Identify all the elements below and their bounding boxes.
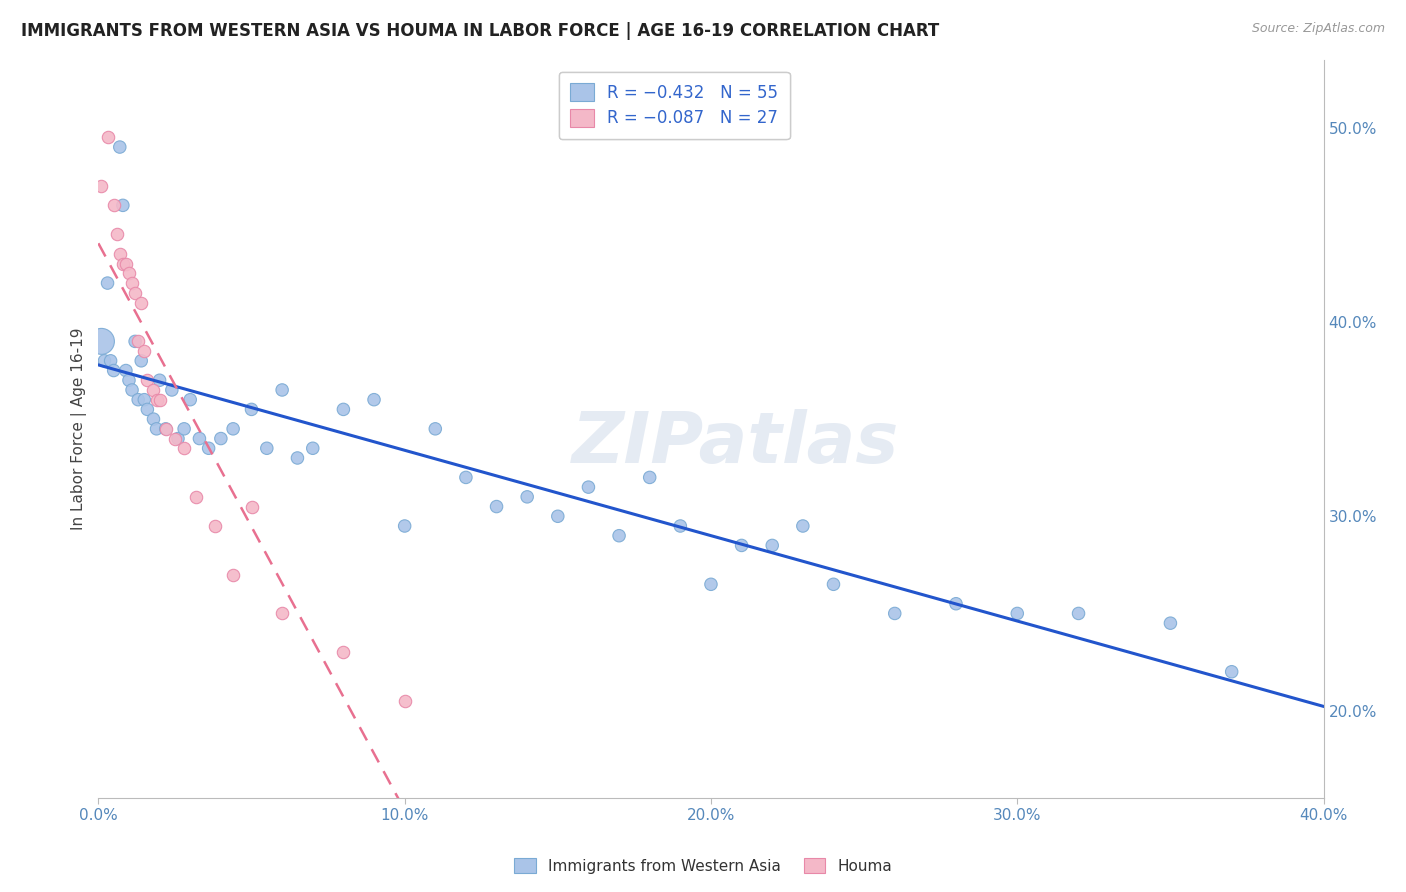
Point [204, 519, 226, 533]
Legend: Immigrants from Western Asia, Houma: Immigrants from Western Asia, Houma [508, 852, 898, 880]
Point [105, 227, 128, 242]
Text: Source: ZipAtlas.com: Source: ZipAtlas.com [1251, 22, 1385, 36]
Point [173, 422, 195, 436]
Point [145, 392, 167, 407]
Point [115, 363, 138, 377]
Point [118, 266, 141, 280]
Point [945, 597, 967, 611]
Point [363, 392, 385, 407]
Text: IMMIGRANTS FROM WESTERN ASIA VS HOUMA IN LABOR FORCE | AGE 16-19 CORRELATION CHA: IMMIGRANTS FROM WESTERN ASIA VS HOUMA IN… [21, 22, 939, 40]
Point [271, 607, 294, 621]
Point [129, 295, 152, 310]
Point [240, 402, 263, 417]
Point [163, 432, 186, 446]
Point [332, 402, 354, 417]
Point [96, 130, 118, 145]
Point [186, 490, 208, 504]
Point [730, 538, 752, 552]
Point [149, 392, 172, 407]
Point [127, 392, 149, 407]
Point [394, 694, 416, 708]
Point [394, 519, 416, 533]
Point [669, 519, 692, 533]
Text: ZIPatlas: ZIPatlas [572, 409, 900, 478]
Point [607, 529, 630, 543]
Legend: R = −0.432   N = 55, R = −0.087   N = 27: R = −0.432 N = 55, R = −0.087 N = 27 [558, 71, 790, 139]
Point [145, 422, 167, 436]
Point [301, 442, 323, 456]
Point [127, 334, 149, 349]
Point [197, 442, 219, 456]
Point [173, 442, 195, 456]
Point [761, 538, 783, 552]
Point [129, 354, 152, 368]
Point [100, 354, 122, 368]
Point [142, 383, 165, 397]
Point [638, 470, 661, 484]
Point [209, 432, 232, 446]
Point [547, 509, 569, 524]
Point [792, 519, 814, 533]
Point [103, 198, 125, 212]
Point [134, 392, 156, 407]
Point [222, 567, 245, 582]
Point [1067, 607, 1090, 621]
Point [167, 432, 190, 446]
Point [256, 442, 278, 456]
Point [160, 383, 183, 397]
Point [111, 257, 134, 271]
Point [271, 383, 294, 397]
Point [155, 422, 177, 436]
Point [240, 500, 263, 514]
Point [332, 645, 354, 659]
Point [111, 198, 134, 212]
Point [883, 607, 905, 621]
Point [516, 490, 538, 504]
Point [578, 480, 600, 494]
Point [136, 373, 159, 387]
Point [90, 178, 112, 193]
Point [134, 344, 156, 359]
Point [179, 392, 201, 407]
Point [1159, 616, 1181, 631]
Point [222, 422, 245, 436]
Point [103, 363, 125, 377]
Point [115, 257, 138, 271]
Point [136, 402, 159, 417]
Point [823, 577, 845, 591]
Point [485, 500, 508, 514]
Point [155, 422, 177, 436]
Point [121, 383, 143, 397]
Point [1007, 607, 1029, 621]
Point [108, 247, 131, 261]
Point [149, 373, 172, 387]
Point [287, 450, 309, 465]
Point [124, 285, 146, 300]
Point [425, 422, 447, 436]
Point [700, 577, 723, 591]
Y-axis label: In Labor Force | Age 16-19: In Labor Force | Age 16-19 [72, 327, 87, 530]
Point [142, 412, 165, 426]
Point [108, 140, 131, 154]
Point [93, 354, 115, 368]
Point [96, 276, 118, 290]
Point [121, 276, 143, 290]
Point [188, 432, 211, 446]
Point [90, 334, 112, 349]
Point [118, 373, 141, 387]
Point [1220, 665, 1243, 679]
Point [454, 470, 477, 484]
Point [124, 334, 146, 349]
